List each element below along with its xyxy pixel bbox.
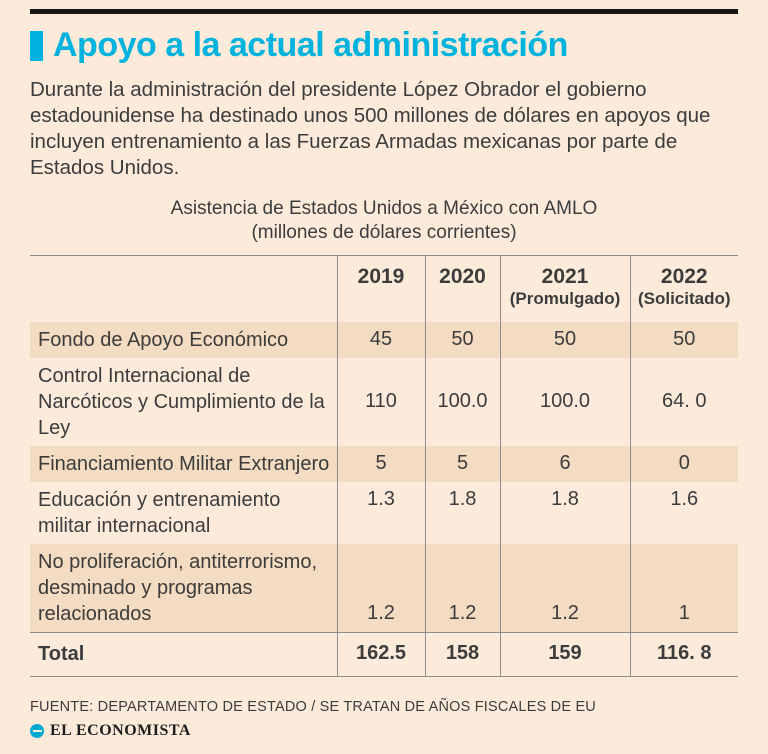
chart-subtitle: (millones de dólares corrientes): [251, 222, 517, 244]
cell-value: 64. 0: [629, 357, 738, 446]
cell-value: 50: [629, 321, 738, 358]
table-header-row: 2019 2020 2021 (Promulgado) 2022 (Solici…: [30, 255, 738, 322]
total-label: Total: [30, 631, 337, 677]
chart-title: Asistencia de Estados Unidos a México co…: [170, 197, 598, 219]
cell-value: 110: [336, 357, 425, 446]
total-value: 158: [424, 631, 500, 677]
cell-value: 1.2: [499, 543, 630, 633]
row-label: Educación y entrenamiento militar intern…: [38, 488, 281, 537]
page-title: Apoyo a la actual administración: [53, 26, 568, 64]
row-label: Financiamiento Militar Extranjero: [38, 452, 330, 475]
cell-value: 6: [499, 445, 630, 482]
total-value: 162.5: [336, 631, 425, 677]
column-year: 2022: [660, 265, 708, 289]
row-label: Fondo de Apoyo Económico: [38, 328, 289, 351]
footer: FUENTE: DEPARTAMENTO DE ESTADO / SE TRAT…: [30, 699, 738, 740]
table-row: Control Internacional de Narcóticos y Cu…: [30, 357, 738, 446]
column-header-empty: [30, 255, 337, 322]
cell-value: 50: [424, 321, 500, 358]
row-label: No proliferación, antiterrorismo, desmin…: [38, 550, 317, 625]
cell-value: 1.8: [499, 481, 630, 544]
column-note: (Solicitado): [637, 289, 731, 309]
intro-paragraph: Durante la administración del presidente…: [30, 77, 711, 180]
chart-title-block: Asistencia de Estados Unidos a México co…: [30, 197, 738, 246]
cell-value: 100.0: [499, 357, 630, 446]
column-header-2020: 2020: [424, 255, 500, 322]
column-year: 2019: [357, 265, 405, 289]
column-year: 2020: [439, 265, 486, 289]
title-row: Apoyo a la actual administración: [30, 26, 738, 64]
cell-value: 1.8: [424, 481, 500, 544]
total-row: Total 162.5 158 159 116. 8: [30, 631, 738, 677]
cell-value: 1.6: [629, 481, 738, 544]
column-year: 2021: [541, 265, 589, 289]
total-value: 116. 8: [629, 631, 738, 677]
column-header-2021: 2021 (Promulgado): [499, 255, 630, 322]
cell-value: 5: [424, 445, 500, 482]
cell-value: 100.0: [424, 357, 500, 446]
cell-value: 5: [336, 445, 425, 482]
assistance-table: 2019 2020 2021 (Promulgado) 2022 (Solici…: [30, 255, 738, 677]
column-header-2022: 2022 (Solicitado): [629, 255, 738, 322]
table-row: No proliferación, antiterrorismo, desmin…: [30, 543, 738, 633]
table-row: Educación y entrenamiento militar intern…: [30, 481, 738, 544]
title-marker-icon: [30, 30, 43, 61]
cell-value: 1.3: [336, 481, 425, 544]
cell-value: 1.2: [424, 543, 500, 633]
cell-value: 0: [629, 445, 738, 482]
column-header-2019: 2019: [336, 255, 425, 322]
column-note: (Promulgado): [509, 289, 621, 309]
row-label: Control Internacional de Narcóticos y Cu…: [38, 364, 325, 439]
table-row: Financiamiento Militar Extranjero 5 5 6 …: [30, 445, 738, 482]
source-note: FUENTE: DEPARTAMENTO DE ESTADO / SE TRAT…: [30, 698, 596, 715]
table-row: Fondo de Apoyo Económico 45 50 50 50: [30, 321, 738, 358]
cell-value: 45: [336, 321, 425, 358]
cell-value: 1.2: [336, 543, 425, 633]
cell-value: 1: [629, 543, 738, 633]
top-rule: [30, 9, 738, 14]
cell-value: 50: [499, 321, 630, 358]
total-value: 159: [499, 631, 630, 677]
